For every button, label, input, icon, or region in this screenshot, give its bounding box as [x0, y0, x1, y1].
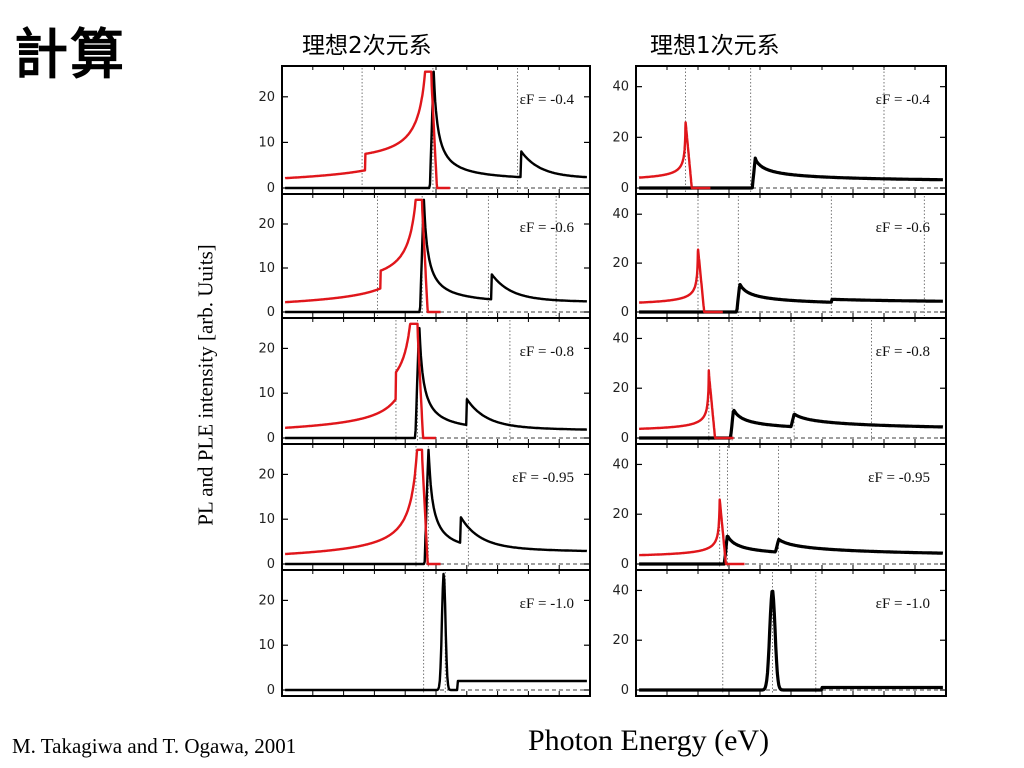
y-tick-label: 0 — [267, 181, 275, 196]
ple-curve — [638, 156, 944, 190]
y-tick-label: 20 — [258, 593, 275, 608]
y-tick-label: 20 — [612, 381, 629, 396]
fermi-energy-label: εF = -0.8 — [520, 344, 574, 360]
ple-curve — [638, 283, 944, 314]
ple-curve — [638, 534, 944, 566]
y-tick-label: 20 — [612, 633, 629, 648]
panel-frame — [635, 569, 947, 697]
y-tick-label: 40 — [612, 457, 629, 472]
panel-2d-3: 0 10 20 εF = -0.8 — [258, 317, 591, 446]
ple-curve — [284, 448, 588, 566]
pl-curve — [284, 448, 442, 566]
pl-curve — [284, 322, 437, 440]
pl-curve — [638, 121, 712, 190]
pl-curve — [638, 248, 724, 314]
x-axis-label: Photon Energy (eV) — [528, 724, 770, 757]
panel-1d-2: 0 20 40 εF = -0.6 — [612, 193, 947, 320]
panel-1d-1: 0 20 40 εF = -0.4 — [612, 65, 947, 196]
citation: M. Takagiwa and T. Ogawa, 2001 — [12, 734, 297, 758]
y-tick-label: 0 — [267, 305, 275, 320]
y-tick-label: 0 — [267, 557, 275, 572]
y-tick-label: 10 — [258, 135, 275, 150]
y-tick-label: 40 — [612, 583, 629, 598]
y-tick-label: 0 — [267, 431, 275, 446]
y-tick-label: 20 — [612, 130, 629, 145]
ple-curve — [638, 589, 944, 692]
right-column-title: 理想1次元系 — [650, 33, 780, 59]
y-tick-label: 40 — [612, 331, 629, 346]
panel-frame — [281, 569, 591, 697]
fermi-energy-label: εF = -0.8 — [876, 344, 930, 360]
y-tick-label: 20 — [612, 507, 629, 522]
ple-curve — [284, 70, 588, 190]
pl-curve — [284, 198, 442, 314]
panel-2d-1: 0 10 20 εF = -0.4 — [258, 65, 591, 196]
fermi-energy-label: εF = -1.0 — [520, 596, 574, 612]
y-tick-label: 10 — [258, 261, 275, 276]
y-tick-label: 10 — [258, 512, 275, 527]
fermi-energy-label: εF = -1.0 — [876, 596, 930, 612]
fermi-energy-label: εF = -0.4 — [876, 92, 931, 108]
ple-curve — [284, 572, 588, 692]
fermi-energy-label: εF = -0.6 — [876, 220, 931, 236]
fermi-energy-label: εF = -0.4 — [520, 92, 575, 108]
y-tick-label: 20 — [258, 467, 275, 482]
y-tick-label: 0 — [621, 181, 629, 196]
y-tick-label: 10 — [258, 638, 275, 653]
y-tick-label: 0 — [621, 431, 629, 446]
fermi-energy-label: εF = -0.95 — [868, 470, 930, 486]
panel-1d-4: 0 20 40 εF = -0.95 — [612, 443, 947, 572]
pl-curve — [638, 498, 746, 566]
panel-2d-4: 0 10 20 εF = -0.95 — [258, 443, 591, 572]
panel-2d-5: 0 10 20 εF = -1.0 — [258, 569, 591, 698]
ple-curve — [638, 408, 944, 440]
y-tick-label: 40 — [612, 207, 629, 222]
ple-curve — [284, 198, 588, 314]
left-column-title: 理想2次元系 — [302, 33, 432, 59]
y-tick-label: 0 — [267, 683, 275, 698]
panel-2d-2: 0 10 20 εF = -0.6 — [258, 193, 591, 320]
y-tick-label: 10 — [258, 386, 275, 401]
y-tick-label: 20 — [258, 90, 275, 105]
pl-curve — [638, 369, 735, 440]
fermi-energy-label: εF = -0.6 — [520, 220, 575, 236]
panel-1d-3: 0 20 40 εF = -0.8 — [612, 317, 947, 446]
pl-curve — [284, 70, 451, 190]
fermi-energy-label: εF = -0.95 — [512, 470, 574, 486]
y-tick-label: 0 — [621, 305, 629, 320]
ple-curve — [284, 326, 588, 440]
y-tick-label: 20 — [612, 256, 629, 271]
y-tick-label: 40 — [612, 80, 629, 95]
slide-title: 計算 — [14, 23, 126, 86]
y-tick-label: 0 — [621, 557, 629, 572]
y-tick-label: 0 — [621, 683, 629, 698]
panel-1d-5: 0 20 40 εF = -1.0 — [612, 569, 947, 698]
y-tick-label: 20 — [258, 217, 275, 232]
y-tick-label: 20 — [258, 341, 275, 356]
